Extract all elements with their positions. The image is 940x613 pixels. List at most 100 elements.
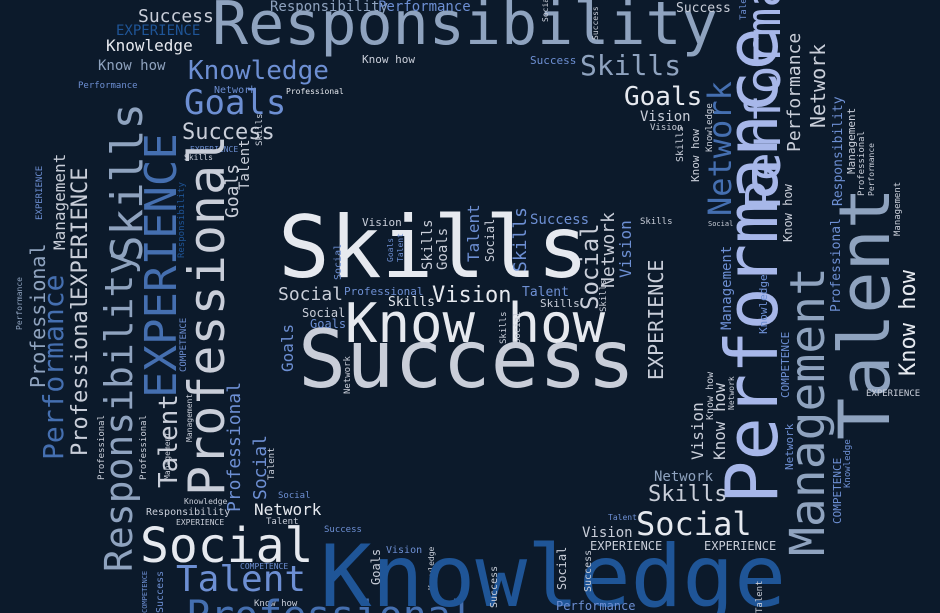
- word-social-center-2: Social: [302, 306, 346, 320]
- word-talent-center: Talent: [522, 285, 569, 300]
- word-know-how-vertical-right: Know how: [896, 270, 921, 376]
- word-network-bottomleft: Network: [254, 500, 322, 519]
- word-responsibility-vertical-small-left: Responsibility: [177, 182, 187, 258]
- word-network-vertical-right-tiny: Network: [727, 376, 736, 410]
- word-vision-center-2: Vision: [362, 216, 402, 229]
- word-social-vertical-center-2: Social: [483, 218, 497, 262]
- word-vision-center: Vision: [432, 283, 512, 308]
- word-experience-vertical-center: EXPERIENCE: [644, 259, 668, 380]
- word-professional-tiny-top: Professional: [286, 87, 344, 96]
- word-social-right-tiny: Social: [708, 220, 734, 228]
- word-success-top: Success: [530, 54, 577, 67]
- word-vision-bottom: Vision: [582, 525, 633, 541]
- word-professional-vertical-tiny-left: Professional: [97, 414, 107, 480]
- word-talent-bottomleft: Talent: [266, 517, 299, 527]
- word-performance-small-top: Performance: [378, 0, 471, 15]
- word-network-vertical-right-mid: Network: [783, 423, 796, 470]
- word-goals-top-left: Goals: [184, 83, 287, 123]
- word-network-bottom: Network: [654, 469, 714, 485]
- word-knowledge-topleft: Knowledge: [106, 36, 193, 55]
- word-professional-vertical-tiny-left-2: Professional: [139, 414, 149, 480]
- word-goals-top: Goals: [624, 82, 703, 112]
- word-professional-vertical-far-left: Professional: [26, 243, 50, 389]
- word-experience-right: EXPERIENCE: [866, 389, 921, 399]
- word-talent-vertical-center-2: Talent: [464, 204, 483, 262]
- word-knowledge-vertical-right-2: Knowledge: [843, 439, 853, 488]
- word-performance-vertical-right-tiny: Performance: [867, 143, 876, 196]
- word-experience-tiny-left: EXPERIENCE: [35, 165, 45, 220]
- word-competence-vertical-bottomleft: COMPETENCE: [141, 570, 149, 613]
- word-skills-tiny-center: Skills: [640, 217, 673, 227]
- word-network-vertical-right-small: Network: [806, 43, 830, 128]
- word-social-bottom: Social: [636, 505, 752, 543]
- word-experience-topleft: EXPERIENCE: [116, 23, 201, 39]
- word-responsibility-vertical-right: Responsibility: [831, 96, 846, 206]
- word-skills-top: Skills: [580, 49, 682, 82]
- word-know-how-top: Know how: [362, 53, 415, 66]
- word-management-vertical-right-small: Management: [845, 107, 858, 174]
- word-competence-bottomleft: COMPETENCE: [240, 562, 289, 571]
- word-goals-vertical-center: Goals: [278, 323, 297, 372]
- word-talent-vertical-small-left: Talent: [237, 139, 253, 190]
- word-responsibility-small-top: Responsibility: [270, 0, 389, 15]
- word-social-vertical-top: Social: [541, 0, 550, 22]
- word-talent-vertical-tiny-left: Talent: [267, 447, 277, 480]
- word-performance-tiny-topleft: Performance: [78, 81, 138, 91]
- word-success-center-2: Success: [530, 212, 590, 228]
- word-knowledge-vertical-right: Knowledge: [757, 274, 770, 334]
- word-performance-tiny-far-left: Performance: [15, 277, 24, 330]
- word-skills-center: Skills: [278, 198, 589, 298]
- word-success-vertical-bottom-2: Success: [489, 565, 500, 608]
- word-competence-vertical-right-2: COMPETENCE: [831, 457, 844, 524]
- word-talent-tiny-bottom: Talent: [608, 513, 637, 522]
- word-responsibility-vertical-left: Responsibility: [97, 251, 141, 572]
- word-experience-vertical-left: EXPERIENCE: [68, 167, 93, 300]
- word-management-vertical-right-mid: Management: [719, 245, 735, 330]
- word-vision-topright-small: Vision: [650, 123, 683, 133]
- word-goals-vertical-center-2: Goals: [386, 237, 395, 262]
- word-success-vertical-top: Success: [591, 6, 600, 40]
- word-knowledge-top: Knowledge: [188, 56, 329, 86]
- word-knowledge-vertical-right-top: Knowledge: [705, 103, 715, 152]
- word-know-how-vertical-right-top: Know how: [689, 129, 702, 182]
- word-vision-vertical-right: Vision: [688, 402, 707, 460]
- word-social-center: Social: [278, 284, 344, 305]
- word-skills-vertical-center-3: Skills: [599, 279, 609, 312]
- word-skills-small-center: Skills: [388, 295, 435, 310]
- word-professional-vertical-mid-left: Professional: [224, 381, 245, 512]
- word-know-how-bottomleft: Know how: [254, 599, 298, 609]
- word-vision-vertical-center: Vision: [616, 220, 635, 278]
- word-success-vertical-bottom: Success: [583, 549, 594, 592]
- word-skills-vertical-center: Skills: [420, 219, 436, 270]
- word-professional-vertical-right-small: Professional: [857, 130, 867, 196]
- word-skills-vertical-tiny-left: Skills: [255, 113, 265, 146]
- word-social-vertical-bottom: Social: [555, 546, 569, 590]
- word-vision-topright: Vision: [640, 109, 691, 125]
- word-management-vertical-right-tiny: Management: [893, 181, 903, 236]
- word-competence-vertical-left: COMPETENCE: [179, 317, 189, 372]
- word-professional-center: Professional: [344, 285, 424, 298]
- word-skills-bottom: Skills: [648, 482, 728, 507]
- word-success-vertical-bottomleft: Success: [155, 570, 166, 613]
- word-know-how-center: Know how: [345, 292, 606, 355]
- word-success-topleft: Success: [138, 6, 214, 27]
- word-competence-vertical-right: COMPETENCE: [779, 331, 792, 398]
- word-professional-vertical-right: Professional: [829, 218, 844, 312]
- word-experience-tiny-bottomleft: EXPERIENCE: [176, 518, 225, 527]
- word-management-vertical-tiny-left-2: Management: [163, 431, 172, 480]
- word-social-vertical-center: Social: [333, 243, 344, 280]
- word-network-tiny-top: Network: [214, 85, 257, 96]
- word-success-top-left: Success: [182, 120, 275, 145]
- word-success-topright: Success: [676, 1, 731, 16]
- word-success-center: Success: [298, 313, 636, 406]
- word-talent-bottomleft-big: Talent: [176, 559, 307, 600]
- word-skills-vertical-right-tiny: Skills: [675, 125, 686, 162]
- word-experience-tiny-top: EXPERIENCE: [190, 145, 239, 154]
- word-know-how-vertical-right-tiny: Know how: [705, 371, 716, 420]
- word-responsibility-small-bottomleft: Responsibility: [146, 507, 231, 518]
- word-knowledge-bottom: Knowledge: [320, 527, 786, 613]
- word-talent-vertical-bottomright: Talent: [755, 580, 765, 613]
- word-know-how-topleft: Know how: [98, 58, 166, 74]
- word-knowledge-tiny-bottomleft: Knowledge: [184, 497, 228, 506]
